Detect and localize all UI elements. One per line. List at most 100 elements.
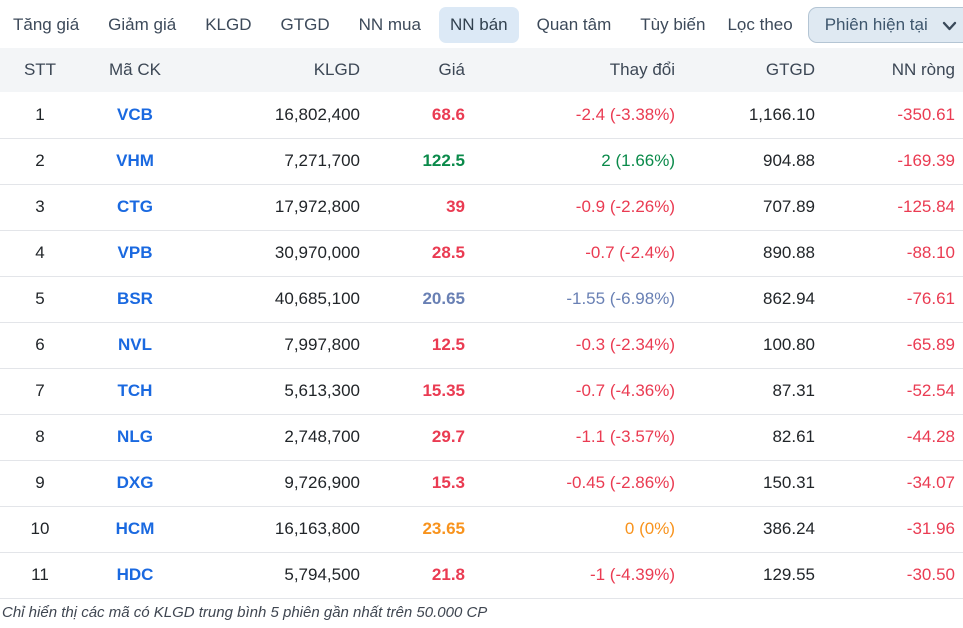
column-header-klgd: KLGD: [190, 48, 360, 92]
column-header-ma-ck: Mã CK: [80, 48, 190, 92]
volume-cell: 5,613,300: [190, 368, 360, 415]
price-cell: 122.5: [360, 138, 465, 185]
tab-nn-ban[interactable]: NN bán: [438, 7, 519, 43]
filter-by-label: Lọc theo: [727, 15, 793, 34]
row-index-cell: 1: [0, 92, 80, 139]
symbol-link[interactable]: TCH: [117, 381, 153, 400]
value-cell: 386.24: [675, 506, 815, 553]
symbol-link[interactable]: BSR: [117, 289, 153, 308]
row-index-cell: 6: [0, 322, 80, 369]
symbol-cell: VPB: [80, 230, 190, 277]
foreign-net-cell: -88.10: [815, 230, 963, 277]
symbol-cell: TCH: [80, 368, 190, 415]
symbol-cell: DXG: [80, 460, 190, 507]
table-row: 3 CTG 17,972,800 39 -0.9 (-2.26%) 707.89…: [0, 184, 963, 231]
session-dropdown[interactable]: Phiên hiện tại: [807, 7, 963, 43]
symbol-link[interactable]: HCM: [115, 519, 155, 538]
volume-cell: 16,163,800: [190, 506, 360, 553]
symbol-link[interactable]: VCB: [117, 104, 153, 124]
column-header-gtgd: GTGD: [675, 48, 815, 92]
symbol-cell: VCB: [80, 92, 190, 139]
table-row: 7 TCH 5,613,300 15.35 -0.7 (-4.36%) 87.3…: [0, 368, 963, 415]
symbol-link[interactable]: HDC: [116, 565, 154, 584]
price-cell: 29.7: [360, 414, 465, 461]
symbol-cell: VHM: [80, 138, 190, 185]
row-index-cell: 5: [0, 276, 80, 323]
volume-cell: 5,794,500: [190, 552, 360, 599]
table-row: 10 HCM 16,163,800 23.65 0 (0%) 386.24 -3…: [0, 506, 963, 553]
foreign-net-cell: -30.50: [815, 552, 963, 599]
tab-bar: Tăng giá Giảm giá KLGD GTGD NN mua NN bán Quan…: [2, 7, 716, 43]
tab-nn-mua[interactable]: NN mua: [348, 7, 432, 43]
tab-tang-gia[interactable]: Tăng giá: [2, 7, 90, 43]
symbol-link[interactable]: NVL: [118, 335, 152, 354]
volume-cell: 40,685,100: [190, 276, 360, 323]
foreign-net-cell: -34.07: [815, 460, 963, 507]
price-cell: 23.65: [360, 506, 465, 553]
symbol-link[interactable]: CTG: [117, 197, 153, 216]
stock-table-body: 1 VCB 16,802,400 68.6 -2.4 (-3.38%) 1,16…: [0, 92, 963, 599]
value-cell: 100.80: [675, 322, 815, 369]
table-row: 2 VHM 7,271,700 122.5 2 (1.66%) 904.88 -…: [0, 138, 963, 185]
top-tab-bar: Tăng giá Giảm giá KLGD GTGD NN mua NN bán Quan…: [0, 0, 963, 48]
row-index-cell: 3: [0, 184, 80, 231]
price-cell: 28.5: [360, 230, 465, 277]
table-row: 9 DXG 9,726,900 15.3 -0.45 (-2.86%) 150.…: [0, 460, 963, 507]
table-row: 4 VPB 30,970,000 28.5 -0.7 (-2.4%) 890.8…: [0, 230, 963, 277]
value-cell: 150.31: [675, 460, 815, 507]
table-row: 1 VCB 16,802,400 68.6 -2.4 (-3.38%) 1,16…: [0, 92, 963, 139]
change-cell: 2 (1.66%): [465, 138, 675, 185]
session-dropdown-value: Phiên hiện tại: [824, 15, 928, 34]
change-cell: -0.45 (-2.86%): [465, 460, 675, 507]
value-cell: 904.88: [675, 138, 815, 185]
volume-cell: 7,271,700: [190, 138, 360, 185]
volume-cell: 16,802,400: [190, 92, 360, 139]
row-index-cell: 8: [0, 414, 80, 461]
volume-cell: 17,972,800: [190, 184, 360, 231]
column-header-gia: Giá: [360, 48, 465, 92]
foreign-net-cell: -31.96: [815, 506, 963, 553]
row-index-cell: 2: [0, 138, 80, 185]
symbol-cell: HDC: [80, 552, 190, 599]
table-header: STT Mã CK KLGD Giá Thay đổi GTGD NN ròng: [0, 48, 963, 92]
table-row: 6 NVL 7,997,800 12.5 -0.3 (-2.34%) 100.8…: [0, 322, 963, 369]
price-cell: 21.8: [360, 552, 465, 599]
change-cell: -0.7 (-4.36%): [465, 368, 675, 415]
price-cell: 68.6: [360, 92, 465, 139]
table-row: 11 HDC 5,794,500 21.8 -1 (-4.39%) 129.55…: [0, 552, 963, 599]
symbol-link[interactable]: DXG: [116, 473, 154, 492]
symbol-cell: CTG: [80, 184, 190, 231]
value-cell: 87.31: [675, 368, 815, 415]
change-cell: -1.55 (-6.98%): [465, 276, 675, 323]
table-footnote: Chỉ hiển thị các mã có KLGD trung bình 5…: [2, 603, 488, 621]
symbol-link[interactable]: VPB: [117, 243, 153, 262]
symbol-link[interactable]: NLG: [117, 427, 153, 446]
price-cell: 15.3: [360, 460, 465, 507]
tab-tuy-bien[interactable]: Tùy biến: [629, 7, 716, 43]
value-cell: 890.88: [675, 230, 815, 277]
row-index-cell: 10: [0, 506, 80, 553]
change-cell: -0.7 (-2.4%): [465, 230, 675, 277]
table-row: 5 BSR 40,685,100 20.65 -1.55 (-6.98%) 86…: [0, 276, 963, 323]
change-cell: -2.4 (-3.38%): [465, 92, 675, 139]
tab-giam-gia[interactable]: Giảm giá: [97, 7, 187, 43]
price-cell: 15.35: [360, 368, 465, 415]
tab-klgd[interactable]: KLGD: [194, 7, 262, 43]
row-index-cell: 9: [0, 460, 80, 507]
change-cell: -1 (-4.39%): [465, 552, 675, 599]
column-header-stt: STT: [0, 48, 80, 92]
tab-quan-tam[interactable]: Quan tâm: [526, 7, 623, 43]
foreign-net-cell: -169.39: [815, 138, 963, 185]
table-row: 8 NLG 2,748,700 29.7 -1.1 (-3.57%) 82.61…: [0, 414, 963, 461]
volume-cell: 2,748,700: [190, 414, 360, 461]
change-cell: 0 (0%): [465, 506, 675, 553]
price-cell: 39: [360, 184, 465, 231]
symbol-cell: BSR: [80, 276, 190, 323]
chevron-down-icon: [942, 21, 957, 31]
tab-gtgd[interactable]: GTGD: [270, 7, 341, 43]
change-cell: -0.3 (-2.34%): [465, 322, 675, 369]
price-cell: 20.65: [360, 276, 465, 323]
stock-table: STT Mã CK KLGD Giá Thay đổi GTGD NN ròng…: [0, 48, 963, 599]
symbol-link[interactable]: VHM: [116, 151, 154, 170]
symbol-cell: NVL: [80, 322, 190, 369]
